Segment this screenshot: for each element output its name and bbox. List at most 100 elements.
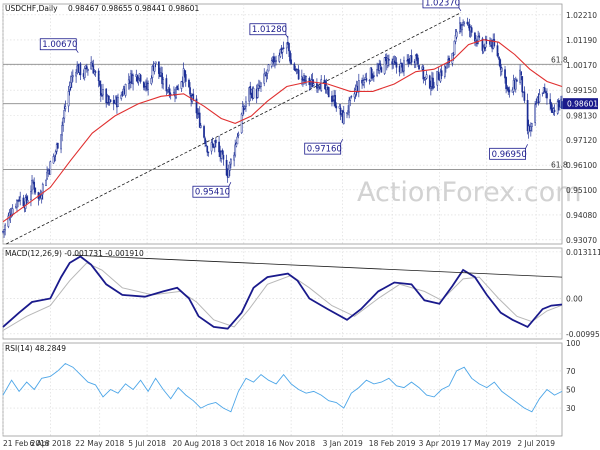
- candle-body: [228, 162, 231, 171]
- candle-body: [274, 61, 276, 66]
- candle-body: [557, 100, 560, 107]
- candle-body: [7, 215, 10, 227]
- price-header-symbol: USDCHF,Daily: [5, 4, 58, 13]
- candle-body: [508, 89, 511, 93]
- candle-body: [267, 64, 270, 72]
- candle-body: [101, 95, 103, 97]
- candle-body: [241, 106, 244, 116]
- candle-body: [334, 95, 337, 107]
- candle-body: [282, 47, 285, 49]
- price-y-tick: 1.01190: [566, 36, 597, 45]
- macd-y-tick: 0.013111: [566, 248, 600, 257]
- x-tick-label: 3 Oct 2018: [223, 439, 265, 448]
- price-y-tick: 0.99150: [566, 86, 597, 95]
- candle-body: [418, 65, 420, 70]
- rsi-y-tick: 100: [566, 339, 581, 348]
- candle-body: [63, 110, 66, 119]
- candle-body: [176, 85, 179, 91]
- candle-body: [46, 171, 48, 180]
- candle-body: [34, 187, 37, 193]
- candle-body: [199, 125, 202, 128]
- candle-body: [60, 134, 62, 150]
- candle-body: [320, 79, 323, 91]
- candle-body: [52, 156, 55, 164]
- price-header-values: 0.98467 0.98655 0.98441 0.98601: [68, 4, 199, 13]
- candle-body: [305, 76, 307, 82]
- candle-body: [11, 208, 14, 215]
- x-tick-label: 17 May 2019: [462, 439, 511, 448]
- candle-body: [519, 69, 521, 83]
- x-tick-label: 6 Apr 2018: [29, 439, 71, 448]
- candle-body: [541, 92, 544, 94]
- candle-body: [182, 68, 185, 84]
- candle-body: [484, 39, 487, 48]
- candle-body: [373, 75, 375, 77]
- candle-body: [189, 87, 191, 95]
- candle-body: [75, 72, 77, 77]
- candle-body: [117, 97, 119, 107]
- candlesticks: [2, 16, 563, 238]
- candle-body: [545, 91, 547, 94]
- candle-body: [446, 63, 448, 69]
- annotation-label: 0.97160: [307, 145, 342, 155]
- candle-body: [129, 81, 131, 83]
- rsi-y-tick: 30: [566, 404, 576, 413]
- candle-body: [158, 61, 160, 74]
- candle-body: [236, 136, 239, 145]
- annotation-leader: [525, 144, 528, 149]
- price-trendline: [6, 12, 462, 245]
- candle-body: [478, 35, 481, 38]
- candle-body: [215, 139, 217, 144]
- candle-body: [86, 66, 88, 70]
- candle-body: [210, 142, 213, 152]
- candle-body: [400, 62, 403, 64]
- candle-body: [453, 40, 456, 55]
- candle-body: [275, 60, 277, 62]
- candle-body: [198, 112, 201, 128]
- candle-body: [327, 87, 330, 98]
- price-y-tick: 0.96100: [566, 161, 597, 170]
- candle-body: [62, 117, 65, 126]
- x-tick-label: 2 Jul 2019: [517, 439, 555, 448]
- macd-line: [2, 255, 563, 330]
- candle-body: [69, 82, 72, 88]
- candle-body: [499, 63, 502, 70]
- candle-body: [296, 68, 299, 70]
- x-tick-label: 20 Aug 2018: [172, 439, 220, 448]
- candle-body: [45, 179, 47, 187]
- candle-body: [482, 46, 485, 53]
- candle-body: [49, 161, 52, 175]
- annotation-leader: [458, 7, 462, 12]
- candle-body: [507, 87, 510, 91]
- annotation-box: [39, 38, 77, 51]
- candle-body: [281, 49, 284, 53]
- candle-body: [40, 195, 43, 199]
- candle-body: [505, 77, 507, 90]
- macd-y-tick: -0.009954: [566, 330, 600, 339]
- candle-body: [154, 61, 157, 64]
- candle-body: [531, 123, 533, 128]
- candle-body: [430, 86, 432, 90]
- candle-body: [195, 98, 198, 114]
- candle-body: [99, 84, 102, 96]
- candle-body: [136, 75, 139, 82]
- annotation-box: [304, 142, 342, 155]
- candle-body: [312, 83, 315, 86]
- candle-body: [137, 79, 140, 83]
- candle-body: [56, 142, 59, 149]
- candle-body: [97, 70, 100, 82]
- candle-body: [354, 89, 357, 95]
- candle-body: [265, 74, 268, 77]
- candle-body: [204, 138, 206, 144]
- candle-body: [180, 81, 183, 89]
- candle-body: [534, 104, 536, 123]
- candle-body: [317, 85, 319, 87]
- candle-body: [388, 59, 390, 61]
- candle-body: [370, 68, 373, 79]
- candle-body: [443, 65, 446, 77]
- candle-body: [105, 88, 108, 104]
- candle-body: [68, 85, 71, 90]
- candle-body: [383, 57, 386, 74]
- price-y-tick: 0.98130: [566, 111, 597, 120]
- candle-body: [311, 79, 314, 88]
